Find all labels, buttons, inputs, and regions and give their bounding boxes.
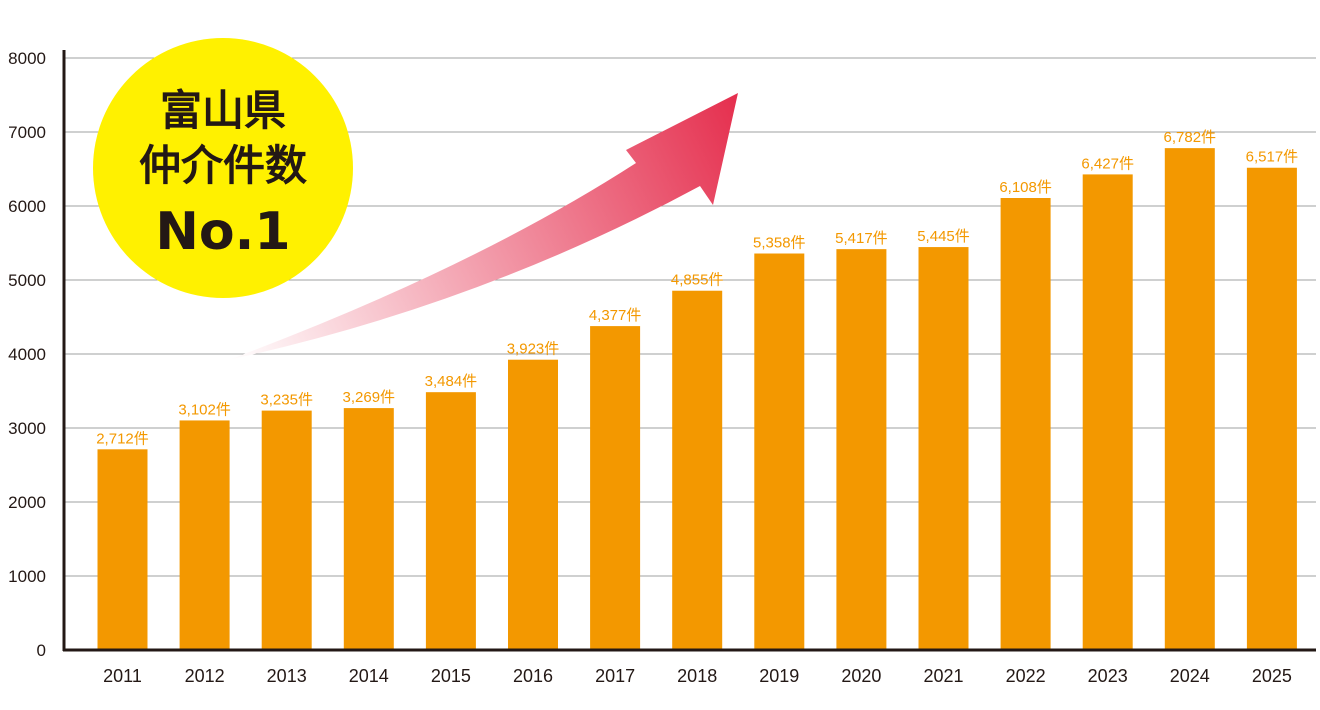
y-tick-label: 0 — [37, 641, 46, 660]
badge: 富山県 仲介件数 No.1 — [93, 38, 353, 298]
data-label: 3,102件 — [178, 401, 231, 418]
data-label: 6,782件 — [1164, 129, 1217, 146]
y-tick-label: 7000 — [8, 123, 46, 142]
bar-2025 — [1246, 167, 1297, 650]
data-label: 3,484件 — [425, 373, 478, 390]
bar-2021 — [918, 247, 969, 650]
data-labels: 2,712件 3,102件 3,235件 3,269件 3,484件 3,923件 4,37… — [96, 129, 1298, 447]
bar-2022 — [1000, 198, 1051, 650]
data-label: 3,923件 — [507, 341, 560, 358]
y-tick-label: 2000 — [8, 493, 46, 512]
x-tick-label: 2017 — [595, 666, 635, 686]
y-tick-label: 1000 — [8, 567, 46, 586]
axes — [62, 50, 1316, 652]
growth-arrow — [228, 93, 738, 360]
x-tick-label: 2015 — [431, 666, 471, 686]
badge-circle — [93, 38, 353, 298]
data-label: 2,712件 — [96, 430, 149, 447]
bar-2019 — [754, 253, 805, 650]
x-tick-label: 2018 — [677, 666, 717, 686]
x-tick-label: 2023 — [1088, 666, 1128, 686]
data-label: 6,427件 — [1081, 155, 1134, 172]
x-tick-label: 2014 — [349, 666, 389, 686]
badge-line2: 仲介件数 — [139, 141, 307, 190]
data-label: 3,269件 — [343, 389, 396, 406]
x-tick-label: 2022 — [1006, 666, 1046, 686]
bars — [97, 148, 1297, 651]
x-tick-label: 2013 — [267, 666, 307, 686]
data-label: 5,358件 — [753, 235, 806, 252]
x-tick-label: 2016 — [513, 666, 553, 686]
y-tick-label: 8000 — [8, 49, 46, 68]
bar-2024 — [1164, 148, 1215, 650]
bar-2018 — [672, 290, 723, 650]
bar-2015 — [425, 392, 476, 650]
x-tick-label: 2019 — [759, 666, 799, 686]
data-label: 4,855件 — [671, 272, 724, 289]
badge-line3: No.1 — [155, 202, 290, 262]
y-tick-labels: 0 1000 2000 3000 4000 5000 6000 7000 8000 — [8, 49, 46, 660]
data-label: 3,235件 — [260, 392, 313, 409]
x-tick-labels: 2011 2012 2013 2014 2015 2016 2017 2018 2019 2020… — [103, 666, 1292, 686]
badge-line1: 富山県 — [160, 86, 286, 135]
bar-2016 — [508, 359, 558, 650]
bar-2013 — [261, 410, 312, 650]
y-tick-label: 4000 — [8, 345, 46, 364]
data-label: 5,445件 — [917, 228, 970, 245]
x-tick-label: 2025 — [1252, 666, 1292, 686]
bar-2020 — [836, 249, 887, 650]
y-tick-label: 5000 — [8, 271, 46, 290]
y-tick-label: 3000 — [8, 419, 46, 438]
x-tick-label: 2011 — [103, 666, 142, 686]
bar-2011 — [97, 449, 148, 650]
data-label: 6,517件 — [1246, 149, 1299, 166]
x-tick-label: 2020 — [841, 666, 881, 686]
data-label: 6,108件 — [999, 179, 1052, 196]
bar-2017 — [590, 326, 641, 650]
bar-2023 — [1082, 174, 1133, 651]
x-tick-label: 2012 — [185, 666, 225, 686]
x-tick-label: 2021 — [923, 666, 963, 686]
data-label: 4,377件 — [589, 307, 642, 324]
x-tick-label: 2024 — [1170, 666, 1210, 686]
y-tick-label: 6000 — [8, 197, 46, 216]
bar-2014 — [343, 408, 394, 650]
bar-2012 — [179, 420, 230, 650]
data-label: 5,417件 — [835, 230, 888, 247]
